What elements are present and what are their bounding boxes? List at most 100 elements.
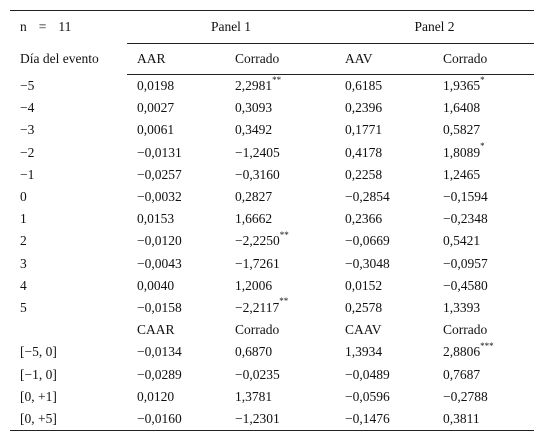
table-row: [−1, 0] −0,0289 −0,0235 −0,0489 0,7687 [10, 363, 534, 385]
corrado-2-cell-value: 1,6408 [443, 100, 481, 116]
table-row: 0 −0,0032 0,2827 −0,2854 −0,1594 [10, 186, 534, 208]
corrado-2-cell: −0,1594 [433, 186, 534, 208]
cumulative-header-row: CAAR Corrado CAAV Corrado [10, 319, 534, 341]
aar-cell-value: −0,0289 [137, 366, 182, 382]
corrado-1-cell: 0,6870 [225, 341, 335, 363]
results-table: n = 11 Panel 1 Panel 2 Día del evento AAR … [10, 10, 534, 431]
aar-cell: 0,0153 [127, 208, 225, 230]
aar-cell: 0,0120 [127, 386, 225, 408]
aav-cell-value: −0,0669 [345, 233, 390, 249]
corrado-1-cell: −0,3160 [225, 164, 335, 186]
event-day-cell-value: −5 [20, 77, 35, 93]
aav-cell-value: −0,1476 [345, 410, 390, 426]
event-day-cell: 3 [10, 253, 127, 275]
corrado-1-cell-value: −2,2117 [235, 299, 280, 315]
corrado-1-cell-value: −0,0235 [235, 366, 280, 382]
corrado-2-cell: −0,0957 [433, 253, 534, 275]
corrado-2-cell: 2,8806*** [433, 341, 534, 363]
corrado-2-cell-value: −0,2348 [443, 211, 488, 227]
event-day-cell-value: [−5, 0] [20, 344, 57, 360]
event-day-cell: −1 [10, 164, 127, 186]
corrado-1-cell: 1,3781 [225, 386, 335, 408]
significance-marker: ** [279, 229, 289, 240]
aar-cell-value: 0,0027 [137, 100, 175, 116]
aar-cell: −0,0158 [127, 297, 225, 319]
event-day-cell: −2 [10, 142, 127, 164]
corrado-1-cell-value: 0,2827 [235, 189, 273, 205]
event-day-cell-value: 4 [20, 277, 27, 293]
aar-cell-value: 0,0040 [137, 277, 175, 293]
corrado-2-cell-value: 1,2465 [443, 166, 481, 182]
corrado-1-cell: 0,3093 [225, 97, 335, 119]
corrado-1-cell-value: −1,7261 [235, 255, 280, 271]
aar-cell: −0,0134 [127, 341, 225, 363]
corrado-2-cell: 1,8089* [433, 142, 534, 164]
header-row-panels: n = 11 Panel 1 Panel 2 [10, 10, 534, 44]
aav-cell: 1,3934 [335, 341, 433, 363]
corrado-2-cell: −0,2348 [433, 208, 534, 230]
corrado-2-cell-value: 2,8806 [443, 344, 481, 360]
col-header-corrado-2: Corrado [433, 43, 534, 75]
significance-marker: * [480, 74, 485, 85]
corrado-1-cell-value: 0,3492 [235, 122, 273, 138]
aar-cell: 0,0040 [127, 275, 225, 297]
aav-cell-value: −0,0596 [345, 388, 390, 404]
corrado-1-cell: −2,2250** [225, 230, 335, 252]
aav-cell: 0,2396 [335, 97, 433, 119]
event-day-cell: 2 [10, 230, 127, 252]
col-header-event-day: Día del evento [20, 51, 99, 66]
corrado-1-cell: −1,2405 [225, 142, 335, 164]
aar-cell-value: −0,0160 [137, 410, 182, 426]
event-day-cell: 5 [10, 297, 127, 319]
corrado-1-cell: −2,2117** [225, 297, 335, 319]
aav-cell: −0,0596 [335, 386, 433, 408]
corrado-2-cell: 1,6408 [433, 97, 534, 119]
aav-cell-value: 0,2396 [345, 100, 383, 116]
aar-cell: −0,0043 [127, 253, 225, 275]
aar-cell: −0,0032 [127, 186, 225, 208]
aav-cell-value: 1,3934 [345, 344, 383, 360]
table-row: −1 −0,0257 −0,3160 0,2258 1,2465 [10, 164, 534, 186]
table-row: [−5, 0] −0,0134 0,6870 1,3934 2,8806*** [10, 341, 534, 363]
event-day-cell-value: [−1, 0] [20, 366, 57, 382]
event-day-cell: [0, +5] [10, 407, 127, 431]
col-header-corrado-1: Corrado [225, 43, 335, 75]
aav-cell: 0,6185 [335, 75, 433, 98]
table-row: [0, +5] −0,0160 −1,2301 −0,1476 0,3811 [10, 407, 534, 431]
corrado-2-cell-value: 1,9365 [443, 78, 481, 94]
corrado-2-cell: −0,2788 [433, 386, 534, 408]
event-day-cell-value: [0, +1] [20, 388, 57, 404]
corrado-1-cell: 1,2006 [225, 275, 335, 297]
table-row: 1 0,0153 1,6662 0,2366 −0,2348 [10, 208, 534, 230]
corrado-1-cell-value: −1,2405 [235, 144, 280, 160]
corrado-1-cell: 2,2981** [225, 75, 335, 98]
event-day-cell-value: 0 [20, 189, 27, 205]
header-row-columns: Día del evento AAR Corrado AAV Corrado [10, 43, 534, 75]
aar-cell-value: 0,0198 [137, 78, 175, 94]
table-row: 3 −0,0043 −1,7261 −0,3048 −0,0957 [10, 253, 534, 275]
aar-cell-value: 0,0061 [137, 122, 175, 138]
n-value: 11 [58, 19, 72, 35]
aav-cell-value: −0,2854 [345, 189, 390, 205]
aar-cell-value: −0,0032 [137, 189, 182, 205]
event-day-cell: −5 [10, 75, 127, 98]
aar-cell: 0,0027 [127, 97, 225, 119]
corrado-1-cell-value: −0,3160 [235, 166, 280, 182]
aav-cell: 0,2578 [335, 297, 433, 319]
event-day-cell-value: −3 [20, 122, 35, 138]
col-header-aar: AAR [127, 43, 225, 75]
corrado-1-cell: 0,2827 [225, 186, 335, 208]
panel-2-header: Panel 2 [335, 10, 534, 44]
aav-cell: −0,2854 [335, 186, 433, 208]
corrado-2-cell: 1,2465 [433, 164, 534, 186]
corrado-2-cell: 0,3811 [433, 407, 534, 431]
event-day-cell: −4 [10, 97, 127, 119]
event-day-cell: [−1, 0] [10, 363, 127, 385]
aar-cell: −0,0289 [127, 363, 225, 385]
aar-cell: 0,0061 [127, 119, 225, 141]
corrado-2-cell: 1,3393 [433, 297, 534, 319]
aav-cell-value: −0,3048 [345, 255, 390, 271]
corrado-1-cell-value: 1,3781 [235, 388, 273, 404]
corrado-1-cell-value: 1,6662 [235, 211, 273, 227]
corrado-2-cell-value: −0,4580 [443, 277, 488, 293]
